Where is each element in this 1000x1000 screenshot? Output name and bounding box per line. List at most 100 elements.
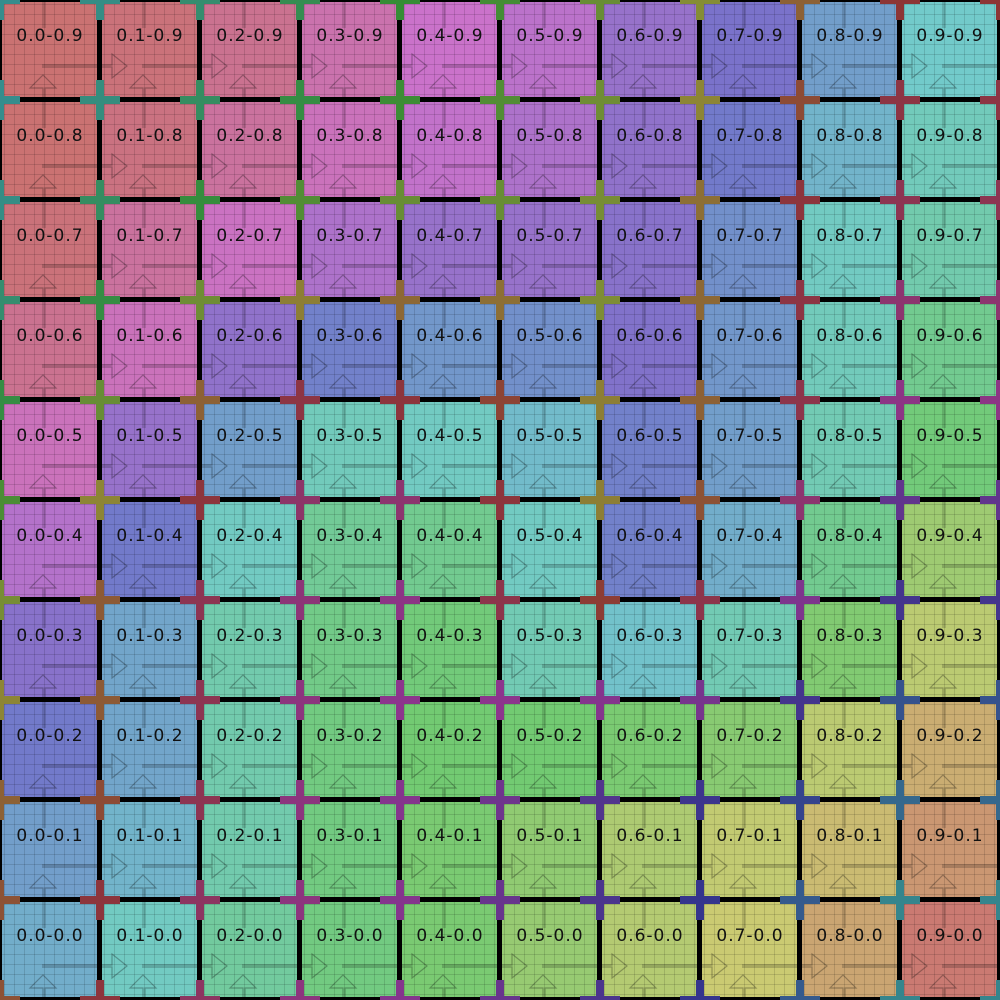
cell-border	[120, 397, 180, 402]
intersection-cross	[996, 780, 1000, 820]
grid-cell: 0.8-0.8	[800, 100, 900, 200]
cell-border	[397, 520, 402, 580]
cell-border	[320, 597, 380, 602]
fine-grid-lines	[600, 0, 700, 100]
fine-grid-lines	[600, 400, 700, 500]
intersection-cross	[980, 396, 1000, 404]
intersection-cross	[980, 96, 1000, 104]
grid-cell: 0.0-0.6	[0, 300, 100, 400]
grid-cell: 0.7-0.4	[700, 500, 800, 600]
cell-label: 0.6-0.0	[616, 926, 684, 946]
fine-grid-lines	[900, 100, 1000, 200]
cell-label: 0.8-0.9	[816, 26, 884, 46]
fine-grid-lines	[100, 400, 200, 500]
cell-border	[720, 697, 780, 702]
cell-border	[820, 297, 880, 302]
intersection-cross	[196, 680, 204, 720]
intersection-cross	[0, 880, 4, 920]
cell-border	[597, 820, 602, 880]
fine-grid-lines	[900, 400, 1000, 500]
grid-cell: 0.6-0.4	[600, 500, 700, 600]
fine-grid-lines	[800, 300, 900, 400]
cell-border	[397, 120, 402, 180]
grid-cell: 0.4-0.6	[400, 300, 500, 400]
intersection-cross	[0, 480, 4, 520]
intersection-cross	[0, 80, 4, 120]
intersection-cross	[696, 680, 704, 720]
grid-cell: 0.4-0.2	[400, 700, 500, 800]
grid-cell: 0.9-0.3	[900, 600, 1000, 700]
intersection-cross	[196, 380, 204, 420]
cell-border	[497, 620, 502, 680]
grid-cell: 0.1-0.5	[100, 400, 200, 500]
cell-label: 0.4-0.9	[416, 26, 484, 46]
cell-border	[120, 697, 180, 702]
grid-cell: 0.8-0.9	[800, 0, 900, 100]
cell-border	[697, 320, 702, 380]
intersection-cross	[896, 80, 904, 120]
cell-label: 0.8-0.2	[816, 726, 884, 746]
fine-grid-lines	[500, 200, 600, 300]
grid-cell: 0.1-0.0	[100, 900, 200, 1000]
grid-cell: 0.0-0.3	[0, 600, 100, 700]
cell-label: 0.0-0.7	[16, 226, 84, 246]
cell-label: 0.0-0.1	[16, 826, 84, 846]
intersection-cross	[196, 780, 204, 820]
cell-border	[720, 0, 780, 2]
grid-cell: 0.3-0.9	[300, 0, 400, 100]
grid-cell: 0.7-0.9	[700, 0, 800, 100]
grid-cell: 0.6-0.1	[600, 800, 700, 900]
cell-border	[0, 520, 2, 580]
grid-cell: 0.7-0.6	[700, 300, 800, 400]
cell-border	[620, 497, 680, 502]
intersection-cross	[496, 880, 504, 920]
intersection-cross	[796, 80, 804, 120]
cell-border	[20, 497, 80, 502]
fine-grid-lines	[400, 700, 500, 800]
cell-label: 0.3-0.6	[316, 326, 384, 346]
intersection-cross	[0, 196, 20, 204]
cell-label: 0.0-0.2	[16, 726, 84, 746]
intersection-cross	[896, 380, 904, 420]
grid-cell: 0.9-0.4	[900, 500, 1000, 600]
intersection-cross	[596, 80, 604, 120]
fine-grid-lines	[200, 800, 300, 900]
cell-border	[197, 920, 202, 980]
cell-label: 0.9-0.1	[916, 826, 984, 846]
intersection-cross	[896, 180, 904, 220]
fine-grid-lines	[800, 0, 900, 100]
cell-border	[320, 197, 380, 202]
intersection-cross	[396, 480, 404, 520]
cell-border	[420, 0, 480, 2]
cell-border	[297, 920, 302, 980]
cell-border	[120, 97, 180, 102]
cell-border	[297, 420, 302, 480]
cell-border	[897, 720, 902, 780]
fine-grid-lines	[700, 800, 800, 900]
intersection-cross	[896, 0, 904, 20]
intersection-cross	[0, 796, 20, 804]
intersection-cross	[496, 680, 504, 720]
fine-grid-lines	[0, 500, 100, 600]
cell-border	[20, 797, 80, 802]
intersection-cross	[196, 0, 204, 20]
cell-label: 0.2-0.3	[216, 626, 284, 646]
cell-border	[20, 997, 80, 1000]
cell-border	[597, 20, 602, 80]
intersection-cross	[96, 180, 104, 220]
cell-label: 0.9-0.7	[916, 226, 984, 246]
cell-border	[320, 997, 380, 1000]
cell-border	[120, 197, 180, 202]
cell-border	[197, 20, 202, 80]
fine-grid-lines	[900, 800, 1000, 900]
cell-border	[220, 297, 280, 302]
fine-grid-lines	[300, 400, 400, 500]
cell-border	[797, 420, 802, 480]
grid-cell: 0.0-0.2	[0, 700, 100, 800]
cell-label: 0.2-0.1	[216, 826, 284, 846]
cell-border	[620, 997, 680, 1000]
intersection-cross	[396, 780, 404, 820]
grid-cell: 0.0-0.0	[0, 900, 100, 1000]
cell-border	[120, 597, 180, 602]
cell-label: 0.0-0.0	[16, 926, 84, 946]
